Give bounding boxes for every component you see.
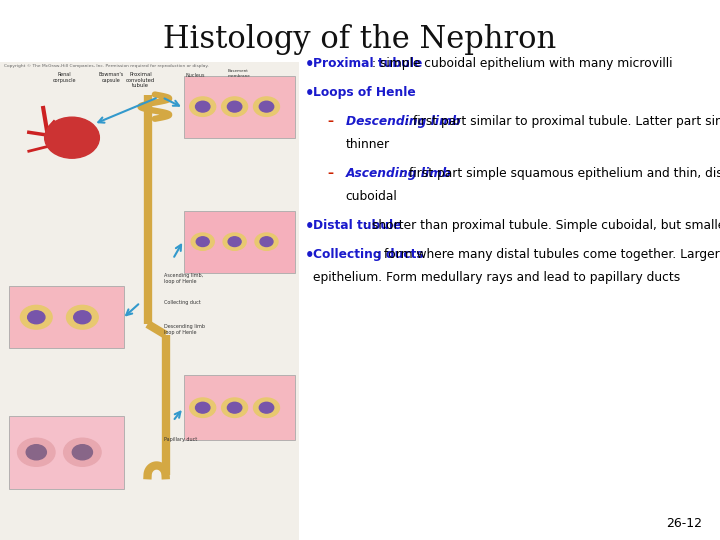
Text: Nucleus: Nucleus: [185, 73, 204, 78]
Text: –: –: [328, 115, 333, 128]
Text: •: •: [305, 86, 314, 101]
Circle shape: [26, 445, 46, 460]
Text: Ascending limb,
loop of Henle: Ascending limb, loop of Henle: [164, 273, 203, 284]
Circle shape: [190, 398, 216, 417]
Bar: [184, 76, 295, 138]
Text: : first part similar to proximal tubule. Latter part simple squamous epithelium : : first part similar to proximal tubule.…: [405, 115, 720, 128]
Bar: [184, 211, 295, 273]
Circle shape: [228, 402, 242, 413]
Circle shape: [260, 237, 273, 246]
Text: : shorter than proximal tubule. Simple cuboidal, but smaller cells and very few : : shorter than proximal tubule. Simple c…: [364, 219, 720, 232]
Circle shape: [190, 97, 216, 117]
Text: Papillary duct: Papillary duct: [164, 437, 197, 442]
Text: –: –: [328, 167, 333, 180]
Text: Proximal tubule: Proximal tubule: [313, 57, 423, 70]
Text: Collecting ducts: Collecting ducts: [313, 248, 424, 261]
Circle shape: [253, 398, 279, 417]
Bar: [9, 286, 124, 348]
Text: Descending limb
loop of Henle: Descending limb loop of Henle: [164, 324, 205, 335]
Text: Bowman's
capsule: Bowman's capsule: [99, 72, 125, 83]
Text: epithelium. Form medullary rays and lead to papillary ducts: epithelium. Form medullary rays and lead…: [313, 271, 680, 284]
Text: : first part simple squamous epithelium and thin, distal part thicker and simple: : first part simple squamous epithelium …: [400, 167, 720, 180]
Circle shape: [255, 233, 278, 250]
Circle shape: [66, 306, 98, 329]
Circle shape: [17, 438, 55, 466]
Text: cuboidal: cuboidal: [346, 190, 397, 203]
Text: thinner: thinner: [346, 138, 390, 151]
Text: Histology of the Nephron: Histology of the Nephron: [163, 24, 557, 55]
Text: : simple cuboidal epithelium with many microvilli: : simple cuboidal epithelium with many m…: [372, 57, 672, 70]
Text: Loops of Henle: Loops of Henle: [313, 86, 416, 99]
Text: •: •: [305, 219, 314, 234]
Text: Collecting duct: Collecting duct: [164, 300, 201, 305]
Bar: [184, 375, 295, 440]
Circle shape: [259, 102, 274, 112]
Text: Basement
membrane: Basement membrane: [228, 69, 251, 78]
Circle shape: [192, 233, 215, 250]
Text: •: •: [305, 248, 314, 263]
Circle shape: [72, 445, 92, 460]
Circle shape: [222, 97, 248, 117]
Circle shape: [228, 237, 241, 246]
Text: •: •: [305, 57, 314, 72]
Circle shape: [27, 310, 45, 323]
Circle shape: [222, 398, 248, 417]
Circle shape: [63, 438, 101, 466]
Circle shape: [73, 310, 91, 323]
Text: Renal
corpuscle: Renal corpuscle: [53, 72, 76, 83]
Text: Distal tubule: Distal tubule: [313, 219, 402, 232]
Text: : form where many distal tubules come together. Larger in diameter, simple cuboi: : form where many distal tubules come to…: [376, 248, 720, 261]
Circle shape: [196, 102, 210, 112]
Circle shape: [228, 102, 242, 112]
Text: Copyright © The McGraw-Hill Companies, Inc. Permission required for reproduction: Copyright © The McGraw-Hill Companies, I…: [4, 64, 208, 68]
Circle shape: [197, 237, 210, 246]
Text: 26-12: 26-12: [666, 517, 702, 530]
Bar: [0, 62, 299, 540]
Text: Proximal
convoluted
tubule: Proximal convoluted tubule: [126, 72, 155, 89]
Circle shape: [196, 402, 210, 413]
Circle shape: [259, 402, 274, 413]
Text: Descending limb: Descending limb: [346, 115, 460, 128]
Circle shape: [20, 306, 52, 329]
Circle shape: [253, 97, 279, 117]
Circle shape: [223, 233, 246, 250]
Bar: [9, 416, 124, 489]
Circle shape: [45, 117, 99, 158]
Text: Ascending limb: Ascending limb: [346, 167, 451, 180]
